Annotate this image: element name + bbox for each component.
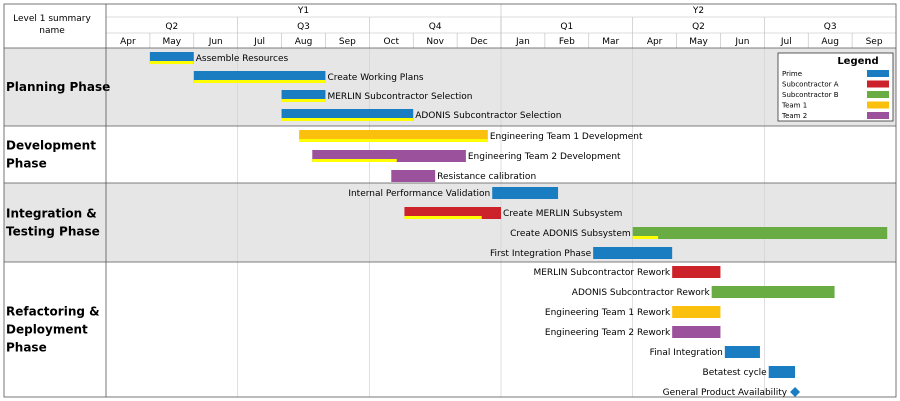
task-label: Engineering Team 1 Development <box>490 132 643 142</box>
task-bar <box>672 306 721 318</box>
task-label: General Product Availability <box>663 388 788 398</box>
phase-label: Testing Phase <box>6 225 100 239</box>
phase-label: Integration & <box>6 207 97 221</box>
corner-label-line1: Level 1 summary <box>13 14 91 24</box>
month-label: Aug <box>821 37 839 47</box>
task-bar <box>672 266 721 278</box>
task-label: Engineering Team 1 Rework <box>545 308 671 318</box>
legend-label: Subcontractor A <box>782 81 839 89</box>
month-label: Jul <box>780 37 792 47</box>
month-label: Jul <box>253 37 265 47</box>
phase-bands <box>4 48 896 262</box>
timeline-header: Level 1 summary name Y1 Y2 Q2 Q3 Q4 Q1 Q2 Q3 Apr… <box>13 4 896 48</box>
quarter-label: Q4 <box>429 22 442 32</box>
task-label: Engineering Team 2 Rework <box>545 328 671 338</box>
month-label: May <box>689 37 708 47</box>
outer-border <box>3 3 897 398</box>
phase-band <box>4 183 896 262</box>
task-progress <box>404 216 482 219</box>
task-bar <box>724 346 760 358</box>
task-label: Internal Performance Validation <box>348 189 490 199</box>
legend-label: Prime <box>782 70 802 78</box>
task-label: Create ADONIS Subsystem <box>510 229 631 239</box>
task-label: ADONIS Subcontractor Selection <box>415 111 561 121</box>
month-label: Apr <box>647 37 663 47</box>
task-label: ADONIS Subcontractor Rework <box>572 288 711 298</box>
milestone-marker <box>790 387 801 397</box>
phase-label: Refactoring & <box>6 305 100 319</box>
year-label: Y1 <box>297 6 309 16</box>
task-bar <box>391 170 436 182</box>
task-progress <box>149 61 194 64</box>
phase-labels: Planning Phase Development Phase Integratio… <box>6 80 110 355</box>
year-label: Y2 <box>692 6 704 16</box>
task-bar <box>492 187 559 199</box>
legend-swatch <box>867 80 889 88</box>
task-label: MERLIN Subcontractor Selection <box>327 92 472 102</box>
legend-swatch <box>867 70 889 77</box>
task-progress <box>193 80 326 83</box>
month-label: Feb <box>559 37 575 47</box>
phase-label: Phase <box>6 157 47 171</box>
task-progress <box>632 236 659 239</box>
task-label: Final Integration <box>650 348 723 358</box>
legend-label: Subcontractor B <box>782 91 839 99</box>
chart-borders <box>3 3 897 398</box>
task-label: MERLIN Subcontractor Rework <box>533 268 670 278</box>
month-label: Sep <box>866 37 883 47</box>
task-bar <box>768 366 796 378</box>
phase-label: Phase <box>6 341 47 355</box>
legend-swatch <box>867 101 889 109</box>
quarter-label: Q3 <box>824 22 837 32</box>
phase-label: Planning Phase <box>6 80 110 94</box>
month-label: Apr <box>120 37 136 47</box>
month-label: Sep <box>339 37 356 47</box>
legend-label: Team 1 <box>781 102 807 110</box>
month-label: Nov <box>426 37 444 47</box>
month-label: Mar <box>602 37 619 47</box>
task-progress <box>312 159 397 162</box>
phase-label: Deployment <box>6 323 88 337</box>
quarter-label: Q1 <box>560 22 573 32</box>
legend-label: Team 2 <box>781 112 807 120</box>
month-label: Jun <box>208 37 223 47</box>
legend-title: Legend <box>837 56 878 67</box>
month-label: Oct <box>383 37 399 47</box>
task-label: Assemble Resources <box>196 54 289 64</box>
task-label: First Integration Phase <box>490 249 592 259</box>
legend-swatch <box>867 91 889 98</box>
month-label: Jun <box>734 37 749 47</box>
month-label: Dec <box>470 37 487 47</box>
task-bar <box>711 286 835 298</box>
task-label: Engineering Team 2 Development <box>468 152 621 162</box>
task-progress <box>299 139 488 142</box>
legend: Legend Prime Subcontractor A Subcontractor … <box>777 52 894 122</box>
corner-label-line2: name <box>39 26 65 36</box>
task-label: Create MERLIN Subsystem <box>503 209 622 219</box>
task-progress <box>281 118 414 121</box>
task-label: Create Working Plans <box>327 73 423 83</box>
quarter-label: Q2 <box>692 22 705 32</box>
task-progress <box>281 99 326 102</box>
task-label: Resistance calibration <box>437 172 536 182</box>
phase-label: Development <box>6 139 96 153</box>
quarter-label: Q2 <box>165 22 178 32</box>
task-bar <box>593 247 673 259</box>
legend-swatch <box>867 112 889 119</box>
quarter-label: Q3 <box>297 22 310 32</box>
month-label: May <box>163 37 182 47</box>
task-bar <box>632 227 888 239</box>
month-label: Jan <box>515 37 530 47</box>
month-gridlines <box>149 33 853 397</box>
task-bar <box>672 326 721 338</box>
task-bars: Assemble Resources Create Working Plans ME… <box>149 52 888 398</box>
month-label: Aug <box>295 37 313 47</box>
task-label: Betatest cycle <box>703 368 768 378</box>
